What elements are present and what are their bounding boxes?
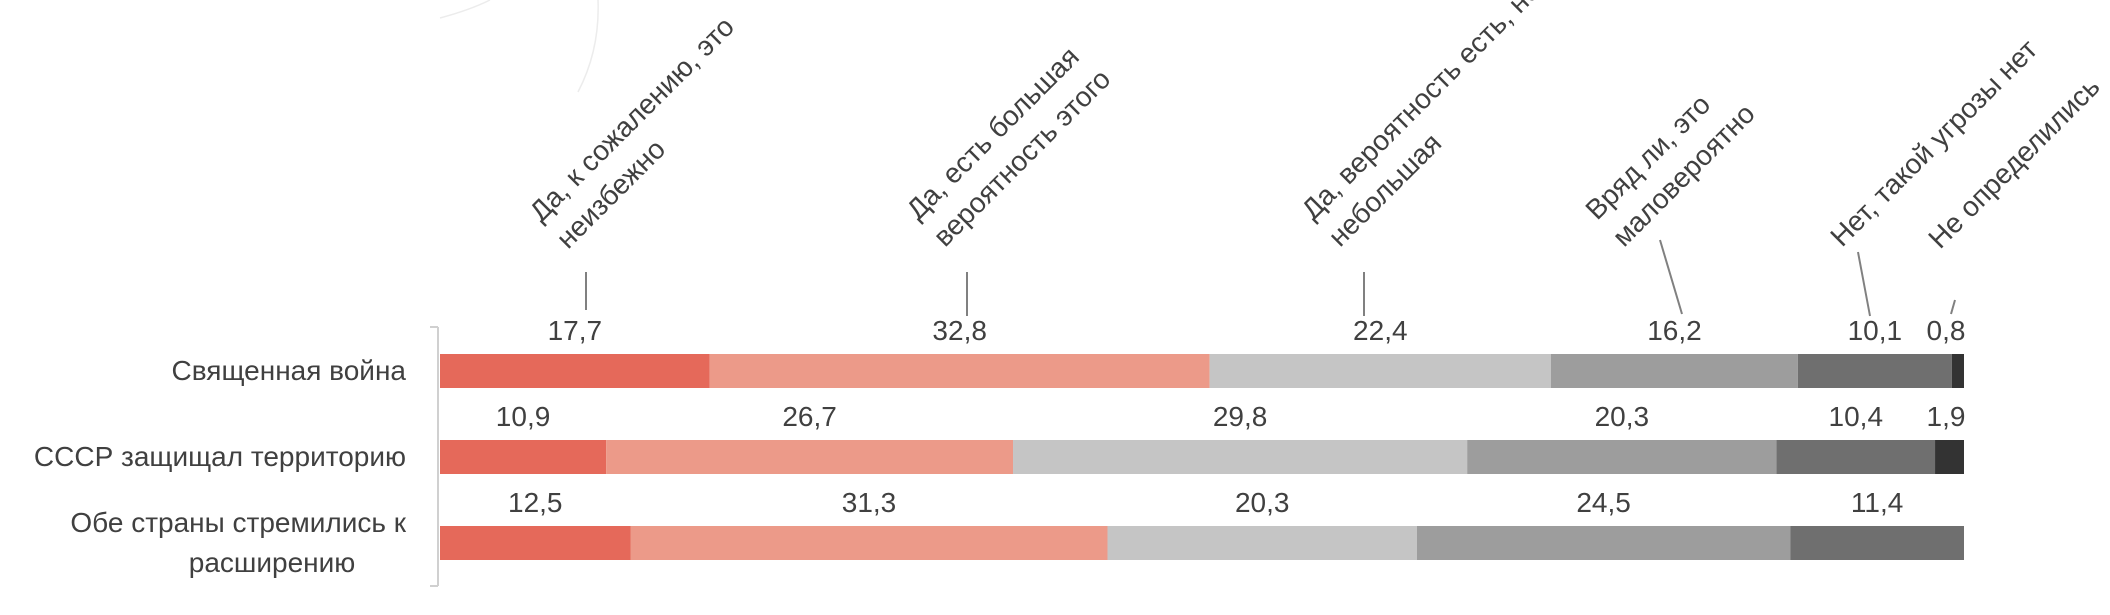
legend-entry: Нет, такой угрозы нет xyxy=(1824,33,2043,252)
bar-segment xyxy=(1467,440,1777,474)
data-label: 17,7 xyxy=(548,315,603,346)
data-label: 12,5 xyxy=(508,487,563,518)
data-label: 10,9 xyxy=(496,401,551,432)
category-label: расширению xyxy=(189,547,356,578)
data-label: 26,7 xyxy=(782,401,837,432)
bar-segment xyxy=(1209,354,1551,388)
data-label: 16,2 xyxy=(1647,315,1702,346)
bar-segment xyxy=(606,440,1014,474)
bar-segment xyxy=(1416,526,1791,560)
legend-leader-line xyxy=(1857,251,1871,317)
bar-segment xyxy=(1013,440,1468,474)
data-label: 24,5 xyxy=(1576,487,1631,518)
data-label: 0,8 xyxy=(1927,315,1966,346)
data-label: 32,8 xyxy=(932,315,987,346)
bar-segment xyxy=(1797,354,1952,388)
background-decoration xyxy=(439,0,491,19)
background-decoration xyxy=(577,0,599,93)
data-label: 1,9 xyxy=(1927,401,1966,432)
bar-segment xyxy=(709,354,1210,388)
legend-label: Да, вероятность есть, но xyxy=(1295,0,1545,225)
bars-group xyxy=(440,354,1964,560)
legend-label: Нет, такой угрозы нет xyxy=(1824,33,2043,252)
category-label: Обе страны стремились к xyxy=(70,507,406,538)
data-label: 11,4 xyxy=(1851,487,1903,518)
bar-segment xyxy=(1107,526,1417,560)
data-label: 20,3 xyxy=(1235,487,1290,518)
legend-entry: Не определились xyxy=(1922,71,2105,254)
data-label: 22,4 xyxy=(1353,315,1408,346)
data-label: 10,4 xyxy=(1829,401,1884,432)
category-label: Священная война xyxy=(172,355,407,386)
data-label: 20,3 xyxy=(1595,401,1650,432)
category-label: СССР защищал территорию xyxy=(34,441,406,472)
legend-label: Не определились xyxy=(1922,71,2105,254)
bar-segment xyxy=(440,354,710,388)
bar-segment xyxy=(630,526,1108,560)
bar-segment xyxy=(1776,440,1936,474)
bar-segment xyxy=(1935,440,1964,474)
data-label: 31,3 xyxy=(842,487,897,518)
legend-label: Да, к сожалению, это xyxy=(523,11,740,228)
bar-segment xyxy=(1790,526,1964,560)
legend-leader-line xyxy=(1659,239,1683,315)
legend-leader-line xyxy=(1950,299,1956,315)
data-label: 10,1 xyxy=(1848,315,1903,346)
bar-segment xyxy=(1951,354,1964,388)
category-labels-group: Священная война СССР защищал территорию Об… xyxy=(34,326,438,587)
value-labels-group: 17,7 32,8 22,4 16,2 10,1 0,8 10,9 26,7 29,8 20,3 1… xyxy=(496,315,1966,518)
bar-segment xyxy=(440,440,607,474)
bar-segment xyxy=(1550,354,1798,388)
data-label: 29,8 xyxy=(1213,401,1268,432)
bar-segment xyxy=(440,526,631,560)
